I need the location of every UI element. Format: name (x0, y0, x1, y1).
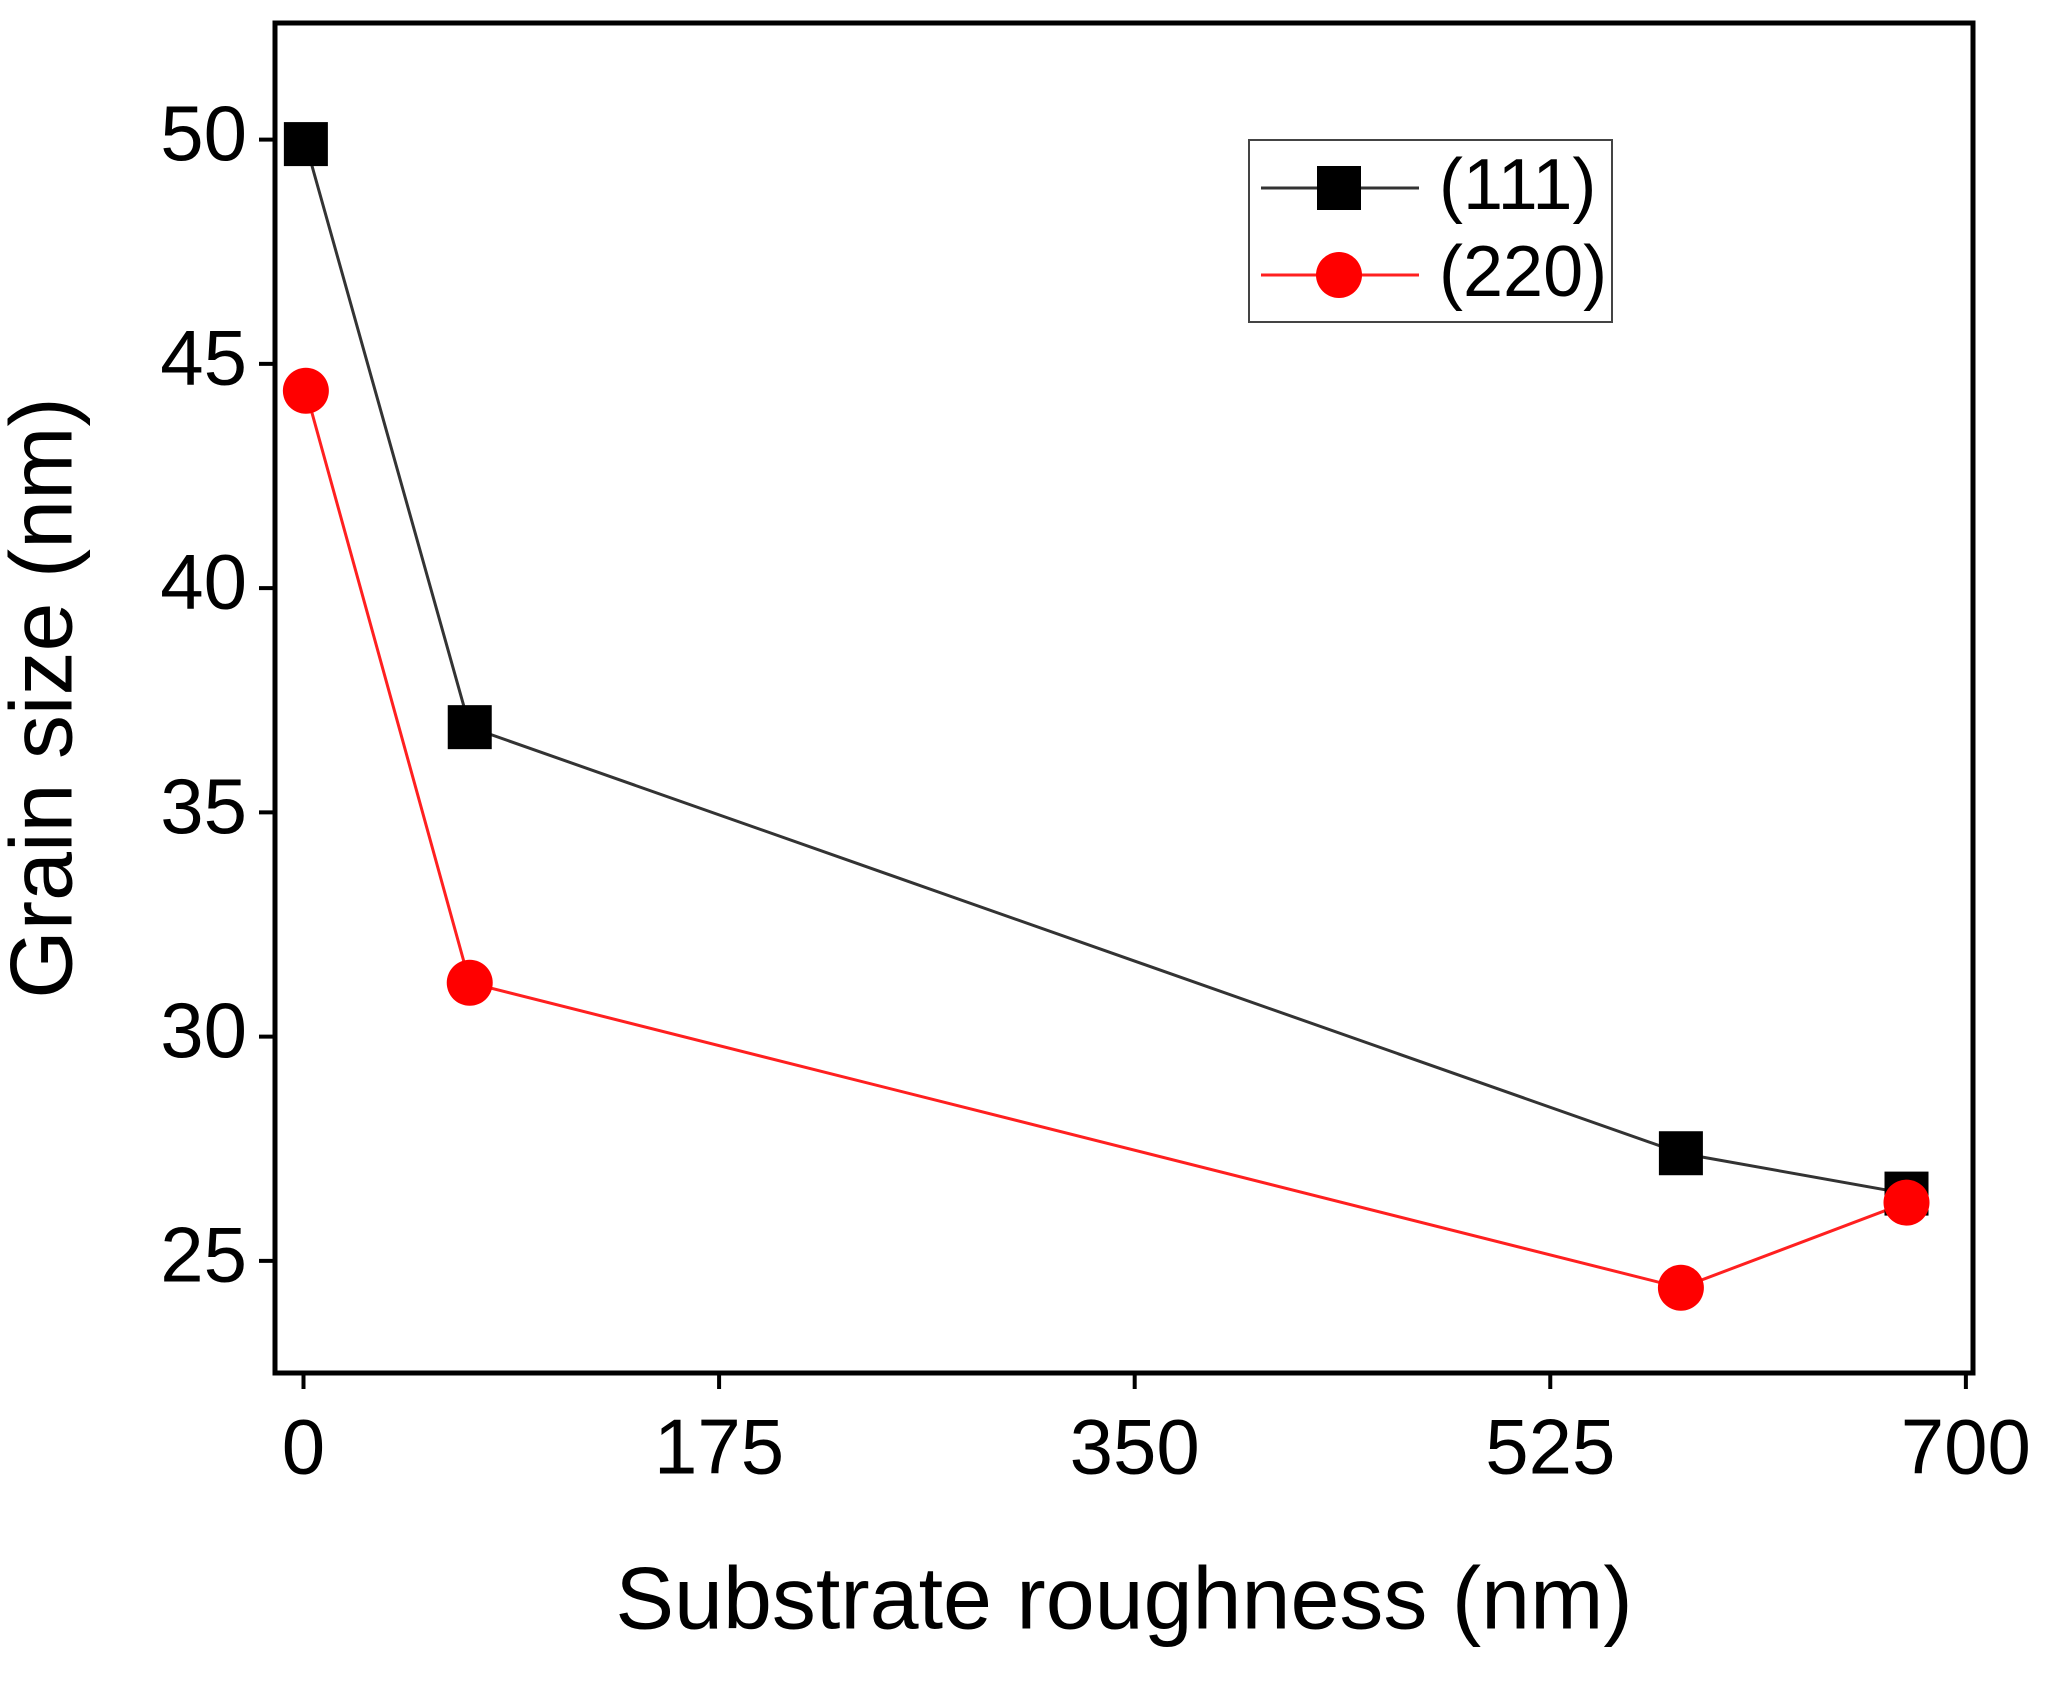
plot-frame (272, 20, 1976, 1376)
y-tick-label: 45 (160, 313, 247, 401)
marker (1657, 1264, 1704, 1311)
legend-box (1248, 139, 1613, 323)
y-tick-label: 30 (160, 986, 247, 1074)
y-tick-label: 35 (160, 762, 247, 850)
x-axis-label: Substrate roughness (nm) (615, 1548, 1632, 1647)
series-line (304, 143, 1907, 1196)
legend-marker (1317, 166, 1361, 210)
marker (283, 122, 328, 167)
marker (1883, 1179, 1930, 1226)
legend-label: (220) (1439, 232, 1607, 312)
marker (446, 959, 493, 1006)
x-tick-label: 350 (1070, 1403, 1200, 1491)
x-tick-label: 700 (1901, 1403, 2031, 1491)
y-tick-label: 40 (160, 538, 247, 626)
y-axis-label: Grain size (nm) (0, 397, 90, 998)
y-tick-label: 50 (160, 89, 247, 177)
x-tick-label: 0 (282, 1403, 325, 1491)
marker (1658, 1131, 1703, 1176)
x-tick-label: 175 (654, 1403, 784, 1491)
series-line (304, 390, 1908, 1290)
legend-marker (1316, 252, 1362, 298)
marker (282, 367, 329, 414)
y-tick-label: 25 (160, 1210, 247, 1298)
x-tick-label: 525 (1485, 1403, 1615, 1491)
marker (447, 705, 492, 750)
legend-label: (111) (1439, 145, 1596, 225)
